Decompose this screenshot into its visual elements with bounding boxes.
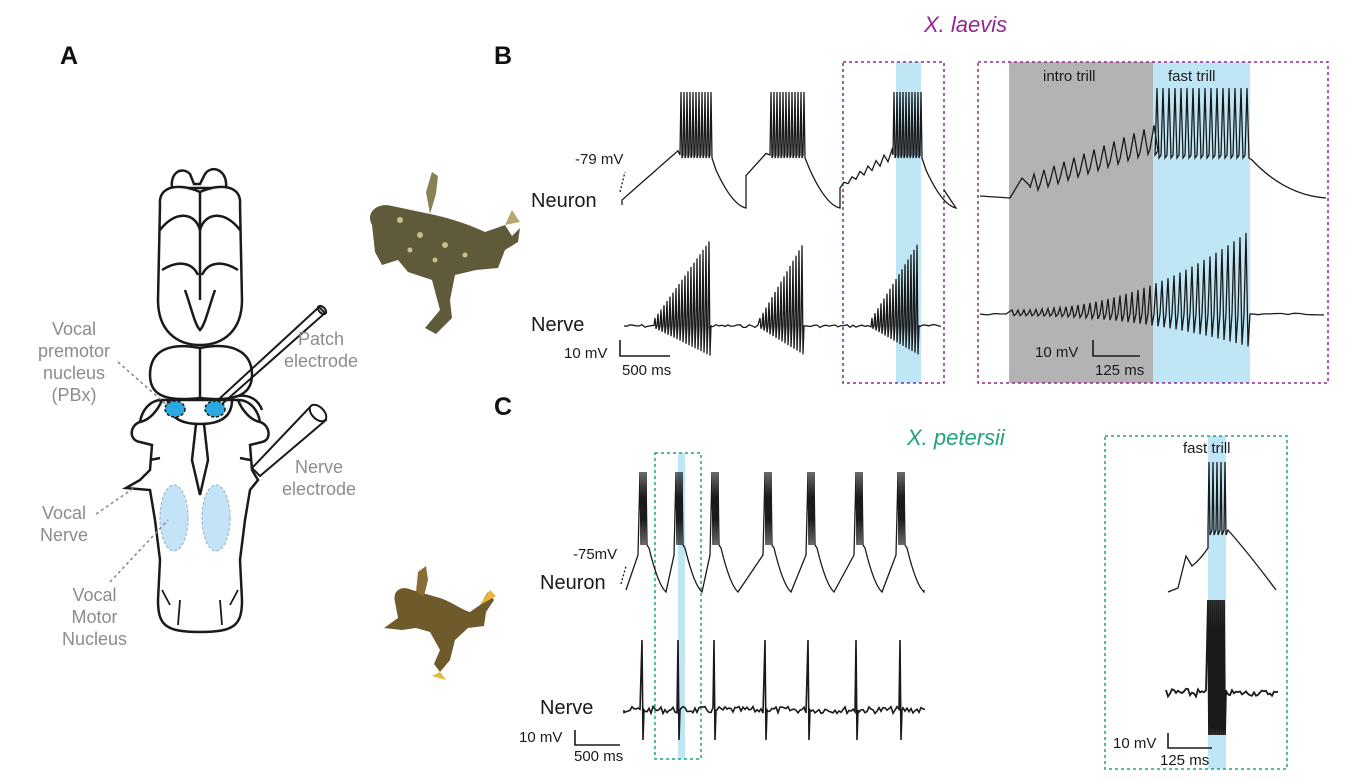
laevis-traces: [619, 87, 1327, 356]
vmn-right: [201, 484, 231, 552]
petersii-zoom-scale-v: 10 mV: [1113, 735, 1157, 752]
panel-label-a: A: [60, 42, 79, 70]
panel-label-c: C: [494, 393, 513, 421]
laevis-zoom-scale-t: 125 ms: [1095, 362, 1145, 379]
petersii-fast-label: fast trill: [1183, 440, 1231, 457]
laevis-scale-bar: [619, 340, 670, 357]
laevis-scale-t: 500 ms: [622, 362, 672, 379]
patch-electrode-label: Patch electrode: [284, 329, 359, 371]
brain-schematic: [121, 168, 270, 634]
petersii-nerve-trace: [623, 639, 926, 741]
laevis-fast-label: fast trill: [1168, 68, 1216, 85]
laevis-neuron-label: Neuron: [531, 190, 597, 212]
laevis-rmp-tick: [619, 171, 626, 193]
nerve-electrode-label: Nerve electrode: [282, 457, 357, 499]
petersii-zoom-neuron-trace: [1167, 461, 1277, 593]
frog-laevis: [370, 172, 520, 334]
vmn-label: Vocal Motor Nucleus: [62, 585, 128, 649]
laevis-zoom-scale-bar: [1092, 340, 1140, 357]
petersii-rmp-label: -75mV: [573, 546, 618, 563]
laevis-rmp-label: -79 mV: [575, 151, 624, 168]
petersii-species-label: X. petersii: [907, 425, 1005, 450]
laevis-zoom-nerve-trace: [979, 232, 1324, 347]
vmn-left: [159, 484, 189, 552]
pbx-right: [204, 400, 226, 418]
petersii-scale-t: 500 ms: [574, 748, 624, 765]
hindbrain: [121, 398, 270, 634]
vocal-nerve-label: Vocal Nerve: [40, 503, 89, 545]
laevis-scale-v: 10 mV: [564, 345, 608, 362]
laevis-nerve-label: Nerve: [531, 314, 585, 336]
petersii-highlight-1: [678, 453, 685, 759]
laevis-neuron-trace: [621, 91, 958, 209]
petersii-neuron-label: Neuron: [540, 572, 606, 594]
panel-label-b: B: [494, 42, 513, 70]
petersii-scale-bar: [574, 730, 620, 746]
petersii-nerve-label: Nerve: [540, 697, 594, 719]
laevis-intro-label: intro trill: [1043, 68, 1096, 85]
patch-electrode: [217, 304, 328, 405]
petersii-zoom-scale-t: 125 ms: [1160, 752, 1210, 769]
petersii-zoom-scale-bar: [1167, 733, 1212, 749]
leader-lines: [95, 361, 169, 583]
pbx-left: [164, 400, 186, 418]
frog-petersii: [384, 566, 496, 680]
laevis-species-label: X. laevis: [924, 12, 1008, 37]
petersii-zoom-nerve-trace: [1165, 599, 1279, 736]
petersii-traces: [620, 461, 1279, 741]
laevis-zoom-box-right: [977, 61, 1329, 384]
laevis-zoom-scale-v: 10 mV: [1035, 344, 1079, 361]
pbx-label: Vocal premotor nucleus (PBx): [38, 319, 111, 405]
laevis-zoom-neuron-trace: [979, 87, 1327, 199]
laevis-zoom-box-left: [842, 61, 945, 384]
laevis-intro-band: [1009, 62, 1153, 383]
petersii-scale-v: 10 mV: [519, 729, 563, 746]
nerve-electrode: [250, 403, 328, 478]
petersii-zoom-box-left: [654, 452, 702, 760]
petersii-rmp-tick: [620, 565, 627, 585]
petersii-neuron-trace: [625, 471, 925, 594]
petersii-zoom-box-right: [1104, 435, 1288, 770]
laevis-nerve-trace: [623, 241, 942, 356]
olfactory-bulbs: [170, 168, 228, 190]
